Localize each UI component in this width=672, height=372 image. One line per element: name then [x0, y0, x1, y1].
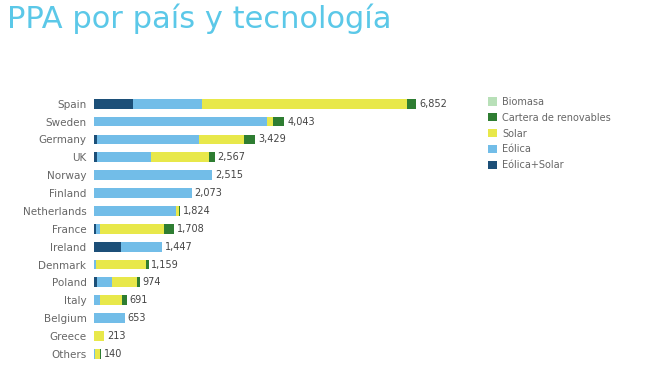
Bar — [146, 260, 149, 269]
Text: 2,515: 2,515 — [215, 170, 243, 180]
Bar — [97, 135, 198, 144]
Bar — [97, 278, 112, 287]
Bar — [94, 224, 96, 234]
Bar — [136, 278, 140, 287]
Bar — [94, 295, 100, 305]
Text: 3,429: 3,429 — [258, 134, 286, 144]
Bar — [99, 224, 164, 234]
Text: 653: 653 — [128, 313, 146, 323]
Text: 140: 140 — [103, 349, 122, 359]
Bar — [99, 349, 101, 359]
Text: 2,073: 2,073 — [194, 188, 222, 198]
Bar — [179, 206, 180, 216]
Bar — [94, 206, 176, 216]
Bar — [96, 224, 99, 234]
Text: 1,824: 1,824 — [183, 206, 210, 216]
Bar — [95, 349, 99, 359]
Text: 2,567: 2,567 — [218, 152, 246, 162]
Text: PPA por país y tecnología: PPA por país y tecnología — [7, 4, 391, 34]
Bar — [176, 206, 179, 216]
Bar — [267, 117, 274, 126]
Text: 1,159: 1,159 — [151, 260, 179, 269]
Bar — [94, 170, 212, 180]
Bar — [112, 278, 136, 287]
Bar — [100, 295, 122, 305]
Bar — [94, 313, 125, 323]
Bar — [94, 260, 96, 269]
Bar — [94, 331, 104, 341]
Bar — [94, 99, 132, 109]
Bar — [94, 188, 192, 198]
Bar — [202, 99, 407, 109]
Text: 6,852: 6,852 — [419, 99, 447, 109]
Text: 974: 974 — [142, 278, 161, 288]
Text: 1,708: 1,708 — [177, 224, 205, 234]
Legend: Biomasa, Cartera de renovables, Solar, Eólica, Eólica+Solar: Biomasa, Cartera de renovables, Solar, E… — [484, 93, 615, 174]
Bar — [274, 117, 284, 126]
Text: 4,043: 4,043 — [287, 116, 314, 126]
Text: 1,447: 1,447 — [165, 242, 193, 251]
Bar — [96, 260, 146, 269]
Bar — [94, 135, 97, 144]
Bar — [407, 99, 417, 109]
Bar — [244, 135, 255, 144]
Bar — [94, 278, 97, 287]
Bar — [122, 295, 126, 305]
Bar — [122, 242, 162, 251]
Bar — [198, 135, 244, 144]
Bar — [132, 99, 202, 109]
Bar — [94, 117, 267, 126]
Bar — [94, 349, 95, 359]
Text: 691: 691 — [130, 295, 148, 305]
Bar — [94, 242, 122, 251]
Bar — [208, 153, 215, 162]
Bar — [151, 153, 208, 162]
Text: 213: 213 — [107, 331, 126, 341]
Bar — [164, 224, 175, 234]
Bar — [94, 153, 97, 162]
Bar — [97, 153, 151, 162]
